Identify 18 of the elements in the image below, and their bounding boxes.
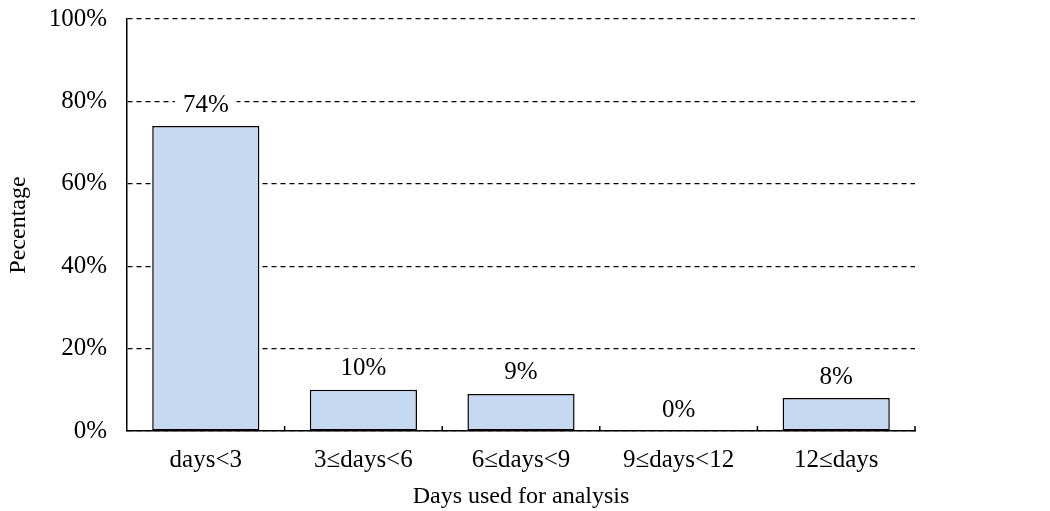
data-label: 0% [661,394,696,422]
x-tick-label: days<3 [169,444,243,472]
y-tick-label: 60% [61,168,107,196]
x-tick-label: 6≤days<9 [471,444,571,472]
x-tick-label: 12≤days [793,444,879,472]
x-tick-label: 9≤days<12 [623,444,735,472]
y-tick-label: 100% [48,3,107,31]
data-label: 8% [819,361,853,389]
data-label: 9% [504,357,538,385]
y-tick-label: 80% [61,85,107,113]
x-tick-label: 3≤days<6 [314,444,413,472]
data-label: 74% [182,89,229,117]
y-tick-label: 0% [73,415,107,443]
y-tick-label: 20% [61,333,107,361]
data-label: 10% [340,353,387,381]
y-axis-title: Pecentage [3,176,30,274]
y-tick-label: 40% [61,250,107,278]
x-axis-title: Days used for analysis [412,481,630,508]
